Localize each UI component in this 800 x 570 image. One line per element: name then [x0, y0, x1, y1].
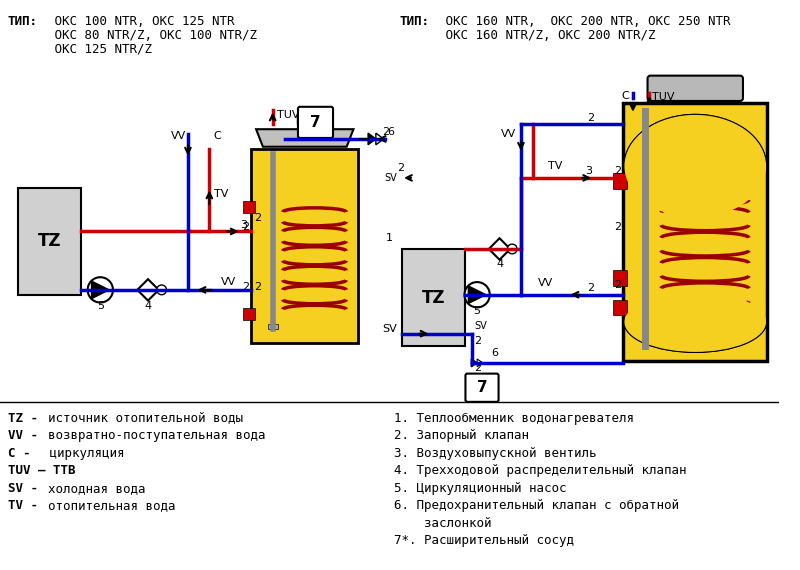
Text: 1. Теплообменник водонагревателя: 1. Теплообменник водонагревателя	[394, 412, 634, 425]
Text: ОКС 80 NTR/Z, ОКС 100 NTR/Z: ОКС 80 NTR/Z, ОКС 100 NTR/Z	[46, 29, 257, 42]
Text: VV: VV	[222, 277, 237, 287]
Polygon shape	[376, 133, 384, 145]
Text: 2: 2	[614, 222, 622, 231]
Text: 2: 2	[242, 282, 250, 292]
Text: 3: 3	[241, 219, 247, 230]
Circle shape	[88, 277, 113, 303]
Text: TV: TV	[214, 189, 229, 200]
FancyBboxPatch shape	[647, 76, 743, 101]
Polygon shape	[91, 281, 109, 299]
Text: источник отопительной воды: источник отопительной воды	[33, 412, 243, 425]
Text: TUV – ТТВ: TUV – ТТВ	[8, 464, 75, 477]
Polygon shape	[138, 279, 158, 300]
Text: SV: SV	[385, 173, 398, 183]
Bar	[243, 308, 255, 320]
Text: ОКС 125 NTR/Z: ОКС 125 NTR/Z	[46, 43, 152, 55]
Text: 2: 2	[614, 280, 622, 290]
Text: ОКС 100 NTR, ОКС 125 NTR: ОКС 100 NTR, ОКС 125 NTR	[46, 15, 234, 28]
Text: 7: 7	[310, 115, 321, 130]
Polygon shape	[471, 359, 477, 367]
Text: 2: 2	[254, 282, 262, 292]
Bar	[614, 173, 627, 189]
Text: TUV: TUV	[653, 92, 675, 102]
Polygon shape	[368, 133, 376, 145]
Text: 2. Запорный клапан: 2. Запорный клапан	[394, 429, 530, 442]
Text: 2: 2	[614, 166, 622, 176]
Bar	[243, 201, 255, 213]
Text: ОКС 160 NTR,  ОКС 200 NTR, ОКС 250 NTR: ОКС 160 NTR, ОКС 200 NTR, ОКС 250 NTR	[438, 15, 730, 28]
Text: 2: 2	[242, 222, 250, 231]
Text: 2: 2	[474, 336, 482, 347]
Text: 6: 6	[492, 348, 498, 358]
Text: 2: 2	[382, 127, 389, 137]
Text: 2: 2	[587, 112, 594, 123]
Text: C: C	[214, 131, 221, 141]
Text: SV -: SV -	[8, 482, 38, 495]
Text: ТИП:: ТИП:	[8, 15, 38, 28]
Text: ОКС 160 NTR/Z, ОКС 200 NTR/Z: ОКС 160 NTR/Z, ОКС 200 NTR/Z	[438, 29, 656, 42]
Ellipse shape	[625, 116, 766, 217]
Text: 2: 2	[474, 363, 482, 373]
Text: TZ: TZ	[38, 232, 61, 250]
Text: возвратно-поступательная вода: возвратно-поступательная вода	[33, 429, 266, 442]
Text: 3: 3	[585, 166, 592, 176]
Text: 2: 2	[587, 283, 594, 293]
Circle shape	[465, 282, 490, 307]
Bar	[623, 103, 767, 361]
Circle shape	[157, 285, 166, 295]
Text: C -: C -	[8, 447, 30, 459]
Bar	[614, 300, 627, 315]
Polygon shape	[256, 129, 354, 146]
Text: 6: 6	[387, 127, 394, 137]
Polygon shape	[477, 359, 483, 367]
Text: 3. Воздуховыпускной вентиль: 3. Воздуховыпускной вентиль	[394, 447, 597, 459]
Bar	[614, 270, 627, 286]
Text: 7: 7	[477, 380, 487, 395]
Polygon shape	[468, 286, 486, 303]
Text: VV: VV	[501, 129, 516, 139]
Text: 2: 2	[398, 163, 405, 173]
Text: 7*. Расширительный сосуд: 7*. Расширительный сосуд	[394, 534, 574, 547]
Text: 4: 4	[496, 259, 503, 268]
Text: циркуляция: циркуляция	[26, 447, 124, 459]
Text: TUV: TUV	[277, 109, 299, 120]
Text: 4: 4	[145, 302, 151, 311]
Text: TV -: TV -	[8, 499, 38, 512]
Text: VV -: VV -	[8, 429, 38, 442]
Text: TV: TV	[548, 161, 562, 171]
Ellipse shape	[625, 293, 766, 351]
Bar	[268, 324, 278, 329]
Bar	[251, 149, 358, 343]
Text: 5: 5	[474, 306, 481, 316]
Text: 2: 2	[254, 213, 262, 223]
Text: холодная вода: холодная вода	[33, 482, 146, 495]
Circle shape	[507, 244, 517, 254]
Polygon shape	[489, 238, 510, 260]
Text: отопительная вода: отопительная вода	[33, 499, 176, 512]
FancyBboxPatch shape	[298, 107, 333, 138]
FancyBboxPatch shape	[466, 373, 498, 402]
Text: SV: SV	[474, 321, 487, 331]
Text: VV: VV	[538, 278, 553, 288]
Text: 1: 1	[386, 233, 393, 243]
Bar	[18, 188, 81, 295]
Text: 5: 5	[97, 302, 104, 311]
Text: 4. Трехходовой распределительный клапан: 4. Трехходовой распределительный клапан	[394, 464, 687, 477]
Text: заслонкой: заслонкой	[394, 517, 492, 530]
Text: VV: VV	[170, 131, 186, 141]
Text: C: C	[622, 91, 629, 101]
Bar	[297, 116, 313, 124]
Text: ТИП:: ТИП:	[399, 15, 430, 28]
Bar	[402, 249, 466, 347]
Text: TZ: TZ	[422, 288, 446, 307]
Text: SV: SV	[382, 324, 398, 334]
Text: 5. Циркуляционный насос: 5. Циркуляционный насос	[394, 482, 567, 495]
Text: 6. Предохранительный клапан с обратной: 6. Предохранительный клапан с обратной	[394, 499, 679, 512]
Text: TZ -: TZ -	[8, 412, 38, 425]
